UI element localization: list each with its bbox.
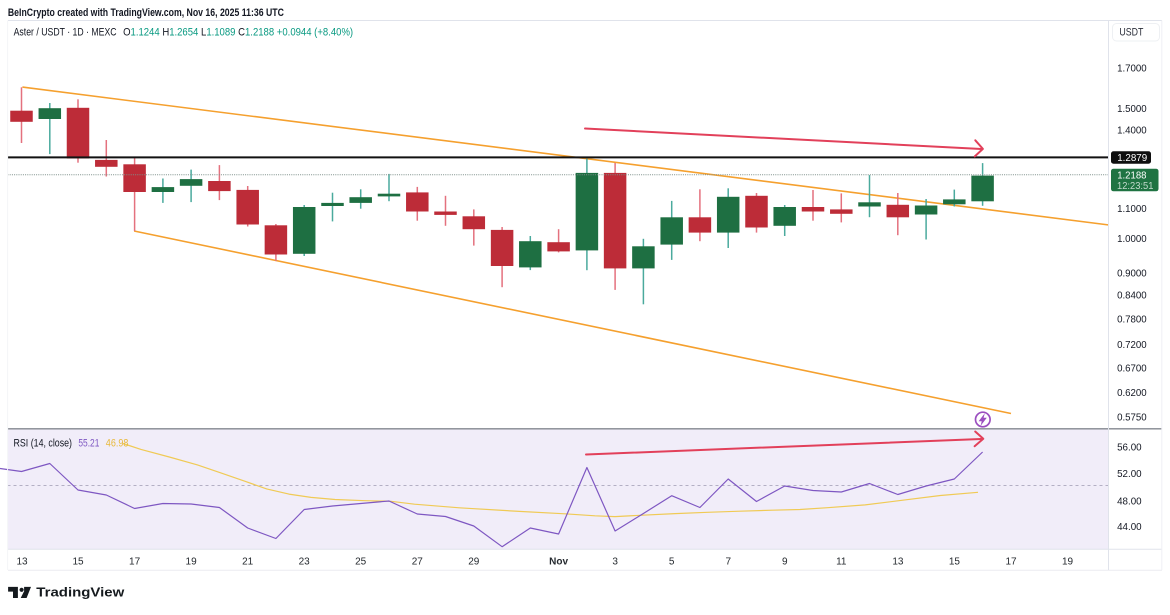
svg-text:55.21: 55.21 [78, 437, 99, 449]
svg-text:15: 15 [949, 557, 961, 568]
svg-text:46.98: 46.98 [106, 437, 129, 449]
svg-text:29: 29 [468, 557, 480, 568]
svg-text:23: 23 [299, 557, 311, 568]
svg-text:56.00: 56.00 [1117, 442, 1142, 454]
svg-text:1.0000: 1.0000 [1117, 233, 1147, 245]
svg-text:19: 19 [186, 557, 198, 568]
svg-text:0.8400: 0.8400 [1117, 289, 1147, 301]
svg-text:0.6700: 0.6700 [1117, 362, 1147, 374]
svg-text:44.00: 44.00 [1117, 521, 1142, 533]
svg-text:1.4000: 1.4000 [1117, 125, 1147, 137]
svg-text:0.5750: 0.5750 [1117, 412, 1147, 424]
svg-text:27: 27 [412, 557, 424, 568]
svg-text:13: 13 [892, 557, 904, 568]
svg-text:7: 7 [726, 557, 732, 568]
svg-text:17: 17 [129, 557, 141, 568]
svg-text:48.00: 48.00 [1117, 496, 1142, 508]
svg-text:52.00: 52.00 [1117, 468, 1142, 480]
svg-text:25: 25 [355, 557, 367, 568]
svg-text:TradingView: TradingView [36, 584, 124, 599]
svg-text:12:23:51: 12:23:51 [1117, 180, 1154, 192]
svg-text:1.2879: 1.2879 [1117, 152, 1147, 164]
svg-text:Nov: Nov [549, 557, 568, 568]
svg-text:1.1000: 1.1000 [1117, 203, 1147, 215]
svg-text:0.7800: 0.7800 [1117, 313, 1147, 325]
svg-text:1.5000: 1.5000 [1117, 103, 1147, 115]
svg-text:RSI (14, close): RSI (14, close) [14, 437, 73, 449]
svg-text:Aster / USDT · 1D · MEXC: Aster / USDT · 1D · MEXC [14, 26, 117, 38]
svg-text:21: 21 [242, 557, 254, 568]
svg-text:13: 13 [16, 557, 28, 568]
svg-text:19: 19 [1062, 557, 1074, 568]
svg-text:11: 11 [836, 557, 847, 568]
svg-text:17: 17 [1005, 557, 1017, 568]
svg-text:3: 3 [612, 557, 618, 568]
svg-text:0.9000: 0.9000 [1117, 268, 1147, 280]
svg-text:1.7000: 1.7000 [1117, 62, 1147, 74]
svg-text:15: 15 [72, 557, 84, 568]
svg-text:0.6200: 0.6200 [1117, 387, 1147, 399]
svg-text:0.7200: 0.7200 [1117, 339, 1147, 351]
svg-text:USDT: USDT [1119, 26, 1143, 38]
svg-text:BeInCrypto created with Tradin: BeInCrypto created with TradingView.com,… [8, 7, 284, 19]
svg-text:1.2188: 1.2188 [1117, 169, 1146, 181]
svg-text:9: 9 [782, 557, 788, 568]
svg-text:5: 5 [669, 557, 675, 568]
svg-text:O1.1244 H1.2654 L1.1089 C1.218: O1.1244 H1.2654 L1.1089 C1.2188 +0.0944 … [123, 26, 353, 38]
